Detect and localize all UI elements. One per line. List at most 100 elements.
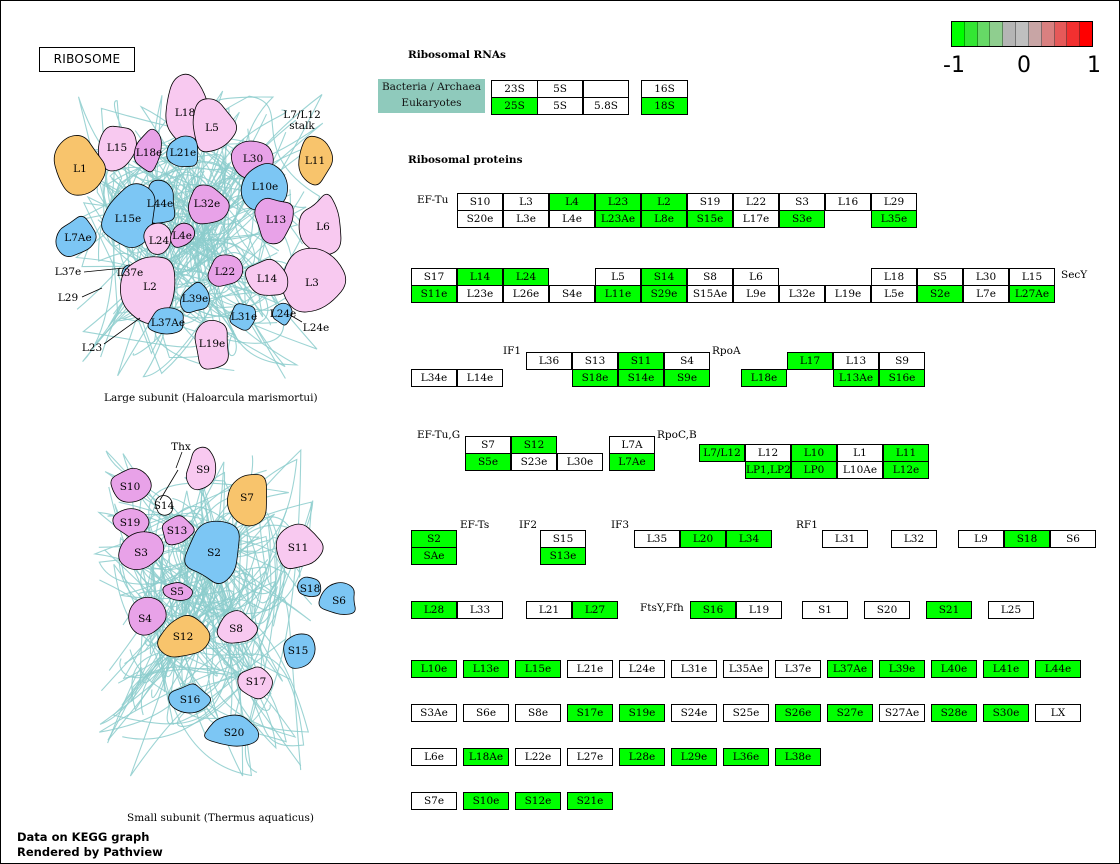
gene-box[interactable]: L23 <box>595 193 641 211</box>
gene-box[interactable]: L41e <box>983 660 1029 678</box>
gene-box[interactable]: S15e <box>687 210 733 228</box>
gene-box[interactable]: S11 <box>618 352 664 370</box>
gene-box[interactable]: L32e <box>779 285 825 303</box>
gene-box[interactable]: L11 <box>883 444 929 462</box>
gene-box[interactable]: S13 <box>572 352 618 370</box>
gene-box[interactable]: L22 <box>733 193 779 211</box>
gene-box[interactable]: L26e <box>503 285 549 303</box>
gene-box[interactable]: L35e <box>871 210 917 228</box>
gene-box[interactable]: S27Ae <box>879 704 925 722</box>
gene-box[interactable]: S9e <box>664 369 710 387</box>
gene-box[interactable]: S2 <box>411 530 457 548</box>
gene-box[interactable]: L27 <box>572 601 618 619</box>
gene-box[interactable]: L4 <box>549 193 595 211</box>
gene-box[interactable]: S2e <box>917 285 963 303</box>
gene-box[interactable]: S14e <box>618 369 664 387</box>
gene-box[interactable]: L30e <box>557 453 603 471</box>
gene-box[interactable]: L23Ae <box>595 210 641 228</box>
gene-box[interactable]: L33 <box>457 601 503 619</box>
gene-box[interactable]: L19e <box>825 285 871 303</box>
gene-box[interactable]: L18Ae <box>463 748 509 766</box>
gene-box[interactable]: L38e <box>775 748 821 766</box>
gene-box[interactable]: S25e <box>723 704 769 722</box>
gene-box[interactable]: L34 <box>726 530 772 548</box>
gene-box[interactable]: L8e <box>641 210 687 228</box>
gene-box[interactable]: L12e <box>883 461 929 479</box>
gene-box[interactable]: S13e <box>540 547 586 565</box>
gene-box[interactable]: L31 <box>822 530 868 548</box>
gene-box[interactable]: S21 <box>926 601 972 619</box>
gene-box[interactable]: S4e <box>549 285 595 303</box>
gene-box[interactable]: L13e <box>463 660 509 678</box>
gene-box[interactable]: S5e <box>465 453 511 471</box>
gene-box[interactable]: S10 <box>457 193 503 211</box>
gene-box[interactable]: L9e <box>733 285 779 303</box>
gene-box[interactable]: L9 <box>958 530 1004 548</box>
gene-box[interactable]: S11e <box>411 285 457 303</box>
gene-box[interactable]: S20e <box>457 210 503 228</box>
gene-box[interactable]: L39e <box>879 660 925 678</box>
gene-box[interactable]: 18S <box>641 97 688 115</box>
gene-box[interactable]: L14 <box>457 268 503 286</box>
gene-box[interactable]: S30e <box>983 704 1029 722</box>
gene-box[interactable]: L29 <box>871 193 917 211</box>
gene-box[interactable]: L31e <box>671 660 717 678</box>
gene-box[interactable]: LX <box>1035 704 1081 722</box>
gene-box[interactable]: S12 <box>511 436 557 454</box>
gene-box[interactable]: LP1,LP2 <box>745 461 791 479</box>
gene-box[interactable]: S17e <box>567 704 613 722</box>
gene-box[interactable]: S17 <box>411 268 457 286</box>
gene-box[interactable]: L35Ae <box>723 660 769 678</box>
gene-box[interactable]: S16e <box>879 369 925 387</box>
gene-box[interactable]: S10e <box>463 792 509 810</box>
gene-box[interactable]: L36 <box>526 352 572 370</box>
gene-box[interactable]: S6e <box>463 704 509 722</box>
gene-box[interactable]: L27e <box>567 748 613 766</box>
gene-box[interactable]: S27e <box>827 704 873 722</box>
gene-box[interactable]: L35 <box>634 530 680 548</box>
gene-box[interactable]: L15 <box>1009 268 1055 286</box>
gene-box[interactable]: L24e <box>619 660 665 678</box>
gene-box[interactable]: L10Ae <box>837 461 883 479</box>
gene-box[interactable]: L22e <box>515 748 561 766</box>
gene-box[interactable]: L30 <box>963 268 1009 286</box>
gene-box[interactable]: L40e <box>931 660 977 678</box>
gene-box[interactable]: L17e <box>733 210 779 228</box>
gene-box[interactable]: L12 <box>745 444 791 462</box>
gene-box[interactable]: L32 <box>891 530 937 548</box>
gene-box[interactable]: S3Ae <box>411 704 457 722</box>
gene-box[interactable]: L37e <box>775 660 821 678</box>
gene-box[interactable]: L34e <box>411 369 457 387</box>
gene-box[interactable]: 23S <box>491 80 538 98</box>
gene-box[interactable]: L15e <box>515 660 561 678</box>
gene-box[interactable]: L16 <box>825 193 871 211</box>
gene-box[interactable]: S5 <box>917 268 963 286</box>
gene-box[interactable]: S28e <box>931 704 977 722</box>
gene-box[interactable]: S3 <box>779 193 825 211</box>
gene-box[interactable]: L13 <box>833 352 879 370</box>
gene-box[interactable]: L21e <box>567 660 613 678</box>
gene-box[interactable]: L19 <box>736 601 782 619</box>
gene-box[interactable]: S15Ae <box>687 285 733 303</box>
gene-box[interactable] <box>583 80 629 98</box>
gene-box[interactable]: S18e <box>572 369 618 387</box>
gene-box[interactable]: 25S <box>491 97 538 115</box>
gene-box[interactable]: L4e <box>549 210 595 228</box>
gene-box[interactable]: 5.8S <box>583 97 629 115</box>
gene-box[interactable]: L3 <box>503 193 549 211</box>
gene-box[interactable]: S8 <box>687 268 733 286</box>
gene-box[interactable]: S26e <box>775 704 821 722</box>
gene-box[interactable]: L7Ae <box>609 453 655 471</box>
gene-box[interactable]: L24 <box>503 268 549 286</box>
gene-box[interactable]: L14e <box>457 369 503 387</box>
gene-box[interactable]: S7e <box>411 792 457 810</box>
gene-box[interactable]: SAe <box>411 547 457 565</box>
gene-box[interactable]: L27Ae <box>1009 285 1055 303</box>
gene-box[interactable]: S14 <box>641 268 687 286</box>
gene-box[interactable]: S19e <box>619 704 665 722</box>
gene-box[interactable]: S7 <box>465 436 511 454</box>
gene-box[interactable]: L20 <box>680 530 726 548</box>
gene-box[interactable]: S9 <box>879 352 925 370</box>
gene-box[interactable]: L5e <box>871 285 917 303</box>
gene-box[interactable]: S20 <box>864 601 910 619</box>
